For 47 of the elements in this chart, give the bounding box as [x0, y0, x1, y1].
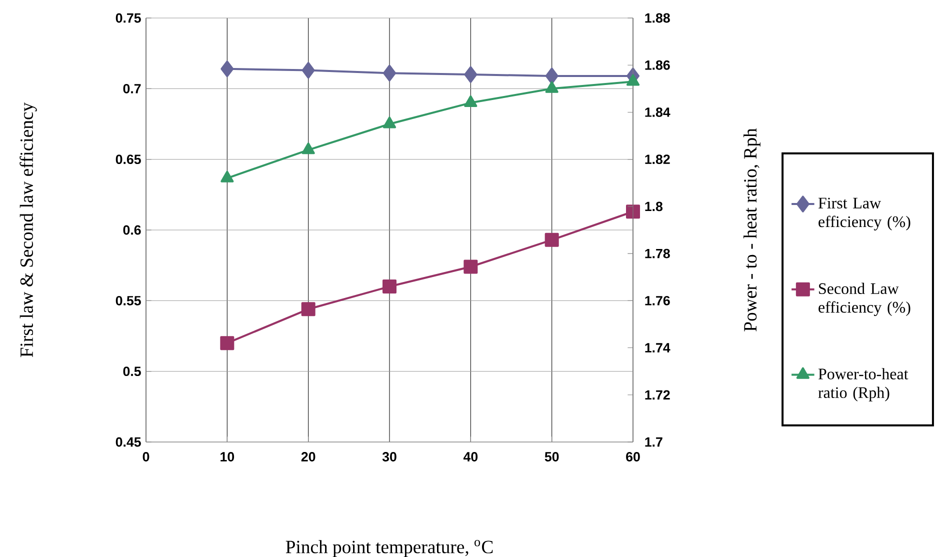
- x-tick-label: 0: [142, 452, 150, 462]
- point: [220, 336, 234, 350]
- point: [382, 280, 397, 294]
- x-tick-label: 40: [463, 452, 478, 462]
- point: [220, 170, 234, 182]
- x-tick-label: 60: [626, 452, 640, 462]
- y-axis-title: First law & Second law efficiency: [20, 102, 37, 358]
- y-tick-label: 0.75: [116, 13, 141, 23]
- y2-axis-title: Power - to - heat ratio, Rph: [743, 128, 760, 332]
- x-tick-label: 20: [301, 452, 316, 462]
- legend-label: First Law efficiency (%): [818, 198, 910, 230]
- point: [544, 232, 559, 247]
- point: [382, 116, 396, 128]
- y2-tick-label: 1.82: [645, 154, 670, 164]
- point: [464, 66, 478, 83]
- y2-tick-label: 1.78: [645, 248, 670, 258]
- y2-tick-label: 1.86: [645, 60, 670, 70]
- point: [545, 81, 558, 93]
- legend-label: Power-to-heat ratio (Rph): [818, 368, 908, 402]
- point: [220, 60, 234, 78]
- y-tick-label: 0.45: [116, 437, 141, 447]
- point: [302, 142, 315, 154]
- y-tick-label: 0.55: [116, 296, 141, 306]
- point: [464, 95, 478, 107]
- point: [464, 260, 478, 274]
- x-tick-label: 10: [220, 452, 234, 462]
- point: [302, 62, 315, 79]
- x-axis-title: Pinch point temperature, $^{o}$C: [286, 540, 493, 557]
- y2-tick-label: 1.88: [645, 13, 670, 23]
- point: [626, 204, 640, 219]
- point: [626, 74, 640, 86]
- y2-tick-label: 1.72: [645, 390, 670, 400]
- y-tick-label: 0.6: [123, 225, 141, 235]
- y2-tick-label: 1.74: [645, 343, 670, 352]
- x-tick-label: 50: [544, 452, 559, 462]
- point: [545, 68, 558, 84]
- y-tick-label: 0.7: [123, 84, 141, 94]
- y2-tick-label: 1.7: [645, 437, 662, 447]
- y2-tick-label: 1.84: [645, 108, 670, 117]
- x-tick-label: 30: [382, 452, 396, 462]
- point: [383, 64, 396, 82]
- point: [301, 302, 316, 316]
- y2-tick-label: 1.76: [645, 296, 670, 306]
- y-tick-label: 0.65: [116, 154, 141, 164]
- legend-label: Second Law efficiency (%): [818, 282, 910, 316]
- y2-tick-label: 1.8: [645, 202, 663, 212]
- y-tick-label: 0.5: [123, 366, 141, 376]
